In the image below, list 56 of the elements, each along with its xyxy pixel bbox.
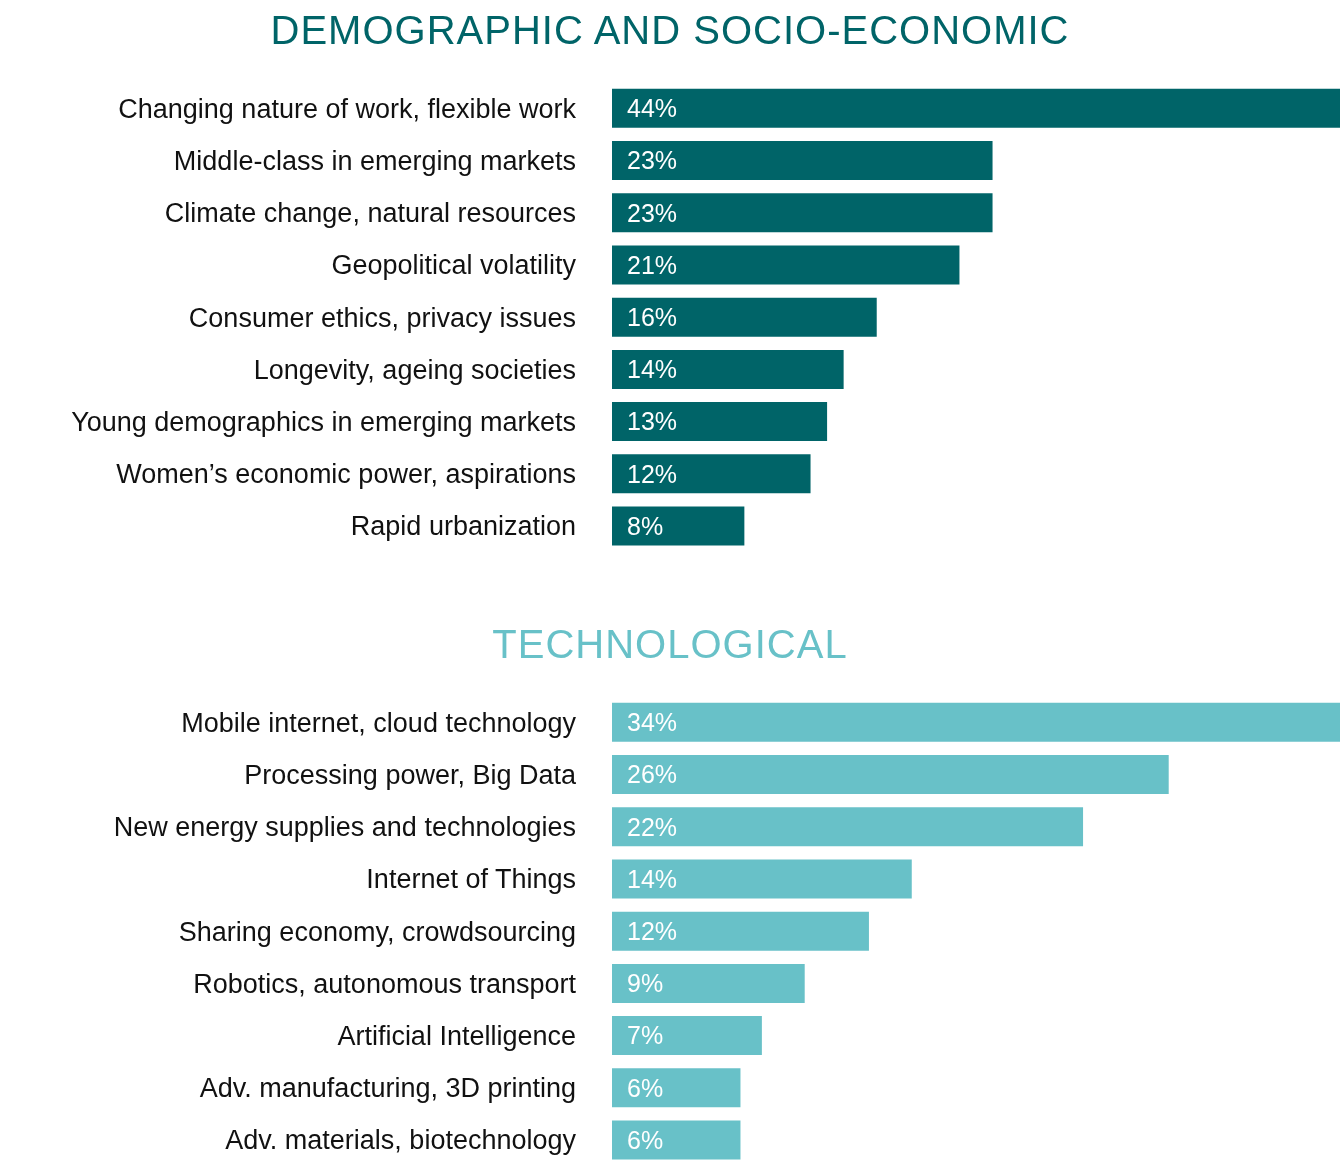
data-label: 22% <box>627 812 678 841</box>
y-tick-label: Young demographics in emerging markets <box>71 407 576 438</box>
data-label: 7% <box>627 1021 664 1050</box>
chart-title: DEMOGRAPHIC AND SOCIO-ECONOMIC <box>269 7 1071 54</box>
y-tick-label: Changing nature of work, flexible work <box>118 93 577 124</box>
data-label: 34% <box>627 708 678 737</box>
y-tick-label: Processing power, Big Data <box>244 759 577 790</box>
data-label: 23% <box>627 146 678 175</box>
data-label: 9% <box>627 969 664 998</box>
y-tick-label: Sharing economy, crowdsourcing <box>178 916 576 947</box>
bar <box>612 454 811 494</box>
data-label: 12% <box>627 917 678 946</box>
data-label: 26% <box>627 760 678 789</box>
y-tick-label: Adv. manufacturing, 3D printing <box>199 1073 576 1104</box>
data-label: 23% <box>627 198 678 227</box>
data-label: 13% <box>627 407 678 436</box>
data-label: 8% <box>627 511 664 540</box>
y-tick-label: Internet of Things <box>366 864 576 895</box>
data-label: 6% <box>627 1125 664 1154</box>
y-tick-label: Robotics, autonomous transport <box>193 968 577 999</box>
y-tick-label: Women’s economic power, aspirations <box>116 459 576 490</box>
bar <box>612 402 828 442</box>
bar <box>612 859 912 899</box>
data-label: 12% <box>627 459 678 488</box>
bar <box>612 245 960 285</box>
bar <box>612 702 1340 742</box>
data-label: 44% <box>627 94 678 123</box>
bar <box>612 1016 762 1056</box>
data-label: 14% <box>627 355 678 384</box>
y-tick-label: Adv. materials, biotechnology <box>225 1125 577 1156</box>
y-tick-label: Middle-class in emerging markets <box>173 145 576 176</box>
data-label: 21% <box>627 250 678 279</box>
bar <box>612 349 844 389</box>
bar <box>612 755 1169 795</box>
chart-title: TECHNOLOGICAL <box>491 621 849 668</box>
y-tick-label: Mobile internet, cloud technology <box>181 707 577 738</box>
y-tick-label: New energy supplies and technologies <box>113 812 576 843</box>
bar <box>612 141 993 181</box>
bar <box>612 193 993 233</box>
data-label: 14% <box>627 864 678 893</box>
y-tick-label: Rapid urbanization <box>350 511 576 542</box>
bar <box>612 297 877 337</box>
data-label: 6% <box>627 1073 664 1102</box>
bar <box>612 963 805 1003</box>
data-label: 16% <box>627 303 678 332</box>
y-tick-label: Consumer ethics, privacy issues <box>188 302 576 333</box>
y-tick-label: Longevity, ageing societies <box>253 354 576 385</box>
y-tick-label: Artificial Intelligence <box>337 1021 576 1052</box>
y-tick-label: Geopolitical volatility <box>331 250 577 281</box>
y-tick-label: Climate change, natural resources <box>164 198 576 229</box>
bar <box>612 88 1340 128</box>
bar <box>612 1120 741 1160</box>
bar <box>612 1068 741 1108</box>
bar <box>612 911 869 951</box>
bar <box>612 807 1084 847</box>
bar <box>612 506 745 546</box>
